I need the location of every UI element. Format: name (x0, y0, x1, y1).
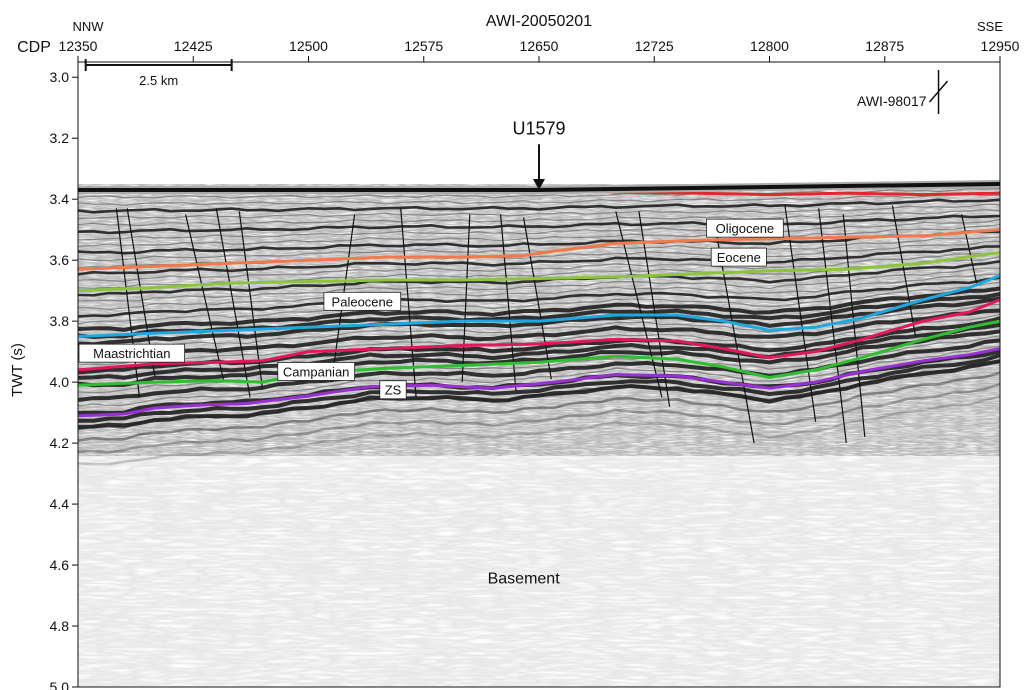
horizon-line (78, 319, 1000, 387)
svg-text:Eocene: Eocene (717, 250, 761, 265)
y-tick-label: 3.0 (50, 69, 70, 85)
y-tick-label: 3.8 (50, 313, 70, 329)
x-tick-label: 12725 (635, 38, 674, 54)
chart-title: AWI-20050201 (486, 13, 592, 30)
x-axis-ticks: 12350 12425 12500 12575 12650 12725 12800 12875… (59, 38, 1020, 62)
fault-line (842, 214, 866, 438)
reflector-band (78, 322, 1000, 380)
horizon-labels: Oligocene Eocene Paleocene Maastrichtian Cam… (78, 218, 784, 400)
reflector-band (78, 208, 1000, 227)
y-tick-label: 3.6 (50, 252, 70, 268)
fault-line (784, 205, 817, 422)
reflector-band (78, 260, 1000, 297)
reflector-band (78, 245, 1000, 276)
reflector-band (78, 251, 1000, 282)
fault-line (638, 211, 671, 407)
direction-left: NNW (72, 19, 104, 34)
fault-line (500, 214, 517, 392)
fault-line (961, 214, 978, 285)
direction-right: SSE (977, 19, 1003, 34)
deep-reflector (78, 360, 1000, 431)
fault-line (461, 214, 471, 383)
y-tick-label: 4.0 (50, 374, 70, 390)
reflector-band (78, 313, 1000, 366)
y-tick-label: 3.2 (50, 130, 70, 146)
reflector-band (78, 353, 1000, 423)
site-label: U1579 (512, 118, 565, 138)
deep-reflector (78, 395, 1000, 466)
reflector-band (78, 276, 1000, 318)
reflector-band (78, 296, 1000, 347)
fault-line (185, 214, 225, 383)
y-tick-label: 4.8 (50, 618, 70, 634)
scale-bar-label: 2.5 km (139, 73, 178, 88)
x-tick-label: 12575 (404, 38, 443, 54)
svg-text:Oligocene: Oligocene (716, 221, 775, 236)
y-tick-label: 4.2 (50, 435, 70, 451)
fault-line (818, 208, 847, 444)
horizon-label: Paleocene (323, 291, 402, 311)
fault-line (891, 205, 917, 337)
svg-text:Maastrichtian: Maastrichtian (93, 346, 170, 361)
svg-text:Paleocene: Paleocene (332, 294, 393, 309)
x-tick-label: 12650 (520, 38, 559, 54)
horizon-lines (78, 190, 1000, 418)
site-marker: U1579 (512, 118, 566, 191)
reflector-band (78, 303, 1000, 351)
y-tick-label: 3.4 (50, 191, 70, 207)
y-axis-ticks: 3.0 3.2 3.4 3.6 3.8 4.0 4.2 4.4 4.6 4.8 5.0 (50, 69, 78, 690)
y-tick-label: 5.0 (50, 679, 70, 690)
plot-area (78, 62, 1000, 687)
x-tick-label: 12875 (865, 38, 904, 54)
fault-line (523, 217, 552, 380)
horizon-line (600, 190, 1000, 197)
scale-bar: 2.5 km (84, 59, 233, 88)
x-tick-label: 12425 (174, 38, 213, 54)
x-tick-label: 12500 (289, 38, 328, 54)
horizon-line (78, 251, 1000, 293)
x-tick-label: 12800 (750, 38, 789, 54)
horizon-label: Maastrichtian (78, 343, 185, 363)
x-tick-label: 12350 (59, 38, 98, 54)
horizon-label: Eocene (710, 247, 767, 267)
y-axis-label: TWT (s) (9, 343, 26, 397)
reflector-band (78, 203, 1000, 219)
x-tick-label: 12950 (981, 38, 1020, 54)
reflector-band (78, 214, 1000, 235)
fault-line (215, 208, 251, 398)
horizon-line (78, 228, 1000, 271)
reflector-band (78, 193, 1000, 206)
reflector-band (78, 218, 1000, 241)
reflector-band (78, 292, 1000, 340)
reflector-band (78, 273, 1000, 310)
plot-frame (77, 61, 1001, 688)
x-axis-label: CDP (17, 39, 51, 56)
horizon-label: Campanian (277, 362, 355, 381)
horizon-line (78, 347, 1000, 418)
horizon-line (78, 298, 1000, 372)
y-tick-label: 4.4 (50, 496, 70, 512)
arrow-down-icon (533, 179, 545, 191)
crossing-line-marker: AWI-98017 (857, 70, 949, 114)
reflector-band (78, 224, 1000, 247)
reflector-band (78, 198, 1000, 214)
y-tick-label: 4.6 (50, 557, 70, 573)
horizon-label: Oligocene (706, 218, 784, 238)
crossing-line-label: AWI-98017 (857, 93, 927, 109)
reflector-band (78, 338, 1000, 402)
deep-reflector (78, 371, 1000, 442)
basement-label: Basement (488, 570, 561, 587)
horizon-label: ZS (379, 380, 407, 400)
deep-reflector (78, 382, 1000, 454)
reflector-band (78, 286, 1000, 332)
reflector-band (78, 345, 1000, 407)
seismic-sediment-section (78, 184, 1000, 687)
svg-text:ZS: ZS (385, 383, 402, 398)
reflector-band (78, 329, 1000, 388)
svg-text:Campanian: Campanian (283, 364, 350, 379)
reflector-band (78, 308, 1000, 360)
horizon-line (78, 274, 1000, 338)
fault-line (238, 211, 263, 389)
